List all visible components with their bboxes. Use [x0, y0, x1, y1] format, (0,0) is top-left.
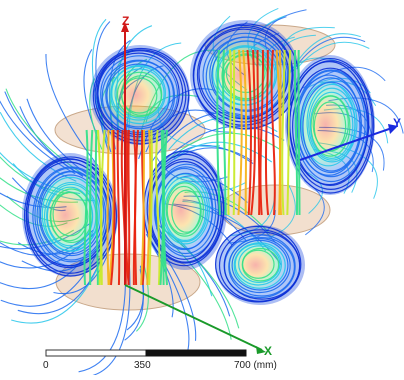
x-axis-label: X — [264, 344, 273, 358]
scale-bar-segment-dark — [145, 349, 247, 357]
core-field-lines — [83, 49, 301, 286]
z-axis-label: Z — [122, 14, 130, 28]
scale-bar-segment-light — [45, 349, 147, 357]
scale-tick-700: 700 (mm) — [234, 360, 277, 371]
y-axis-line — [299, 127, 393, 161]
field-lobes — [22, 20, 375, 305]
coordinate-axes — [121, 22, 398, 354]
scale-bar — [45, 349, 247, 357]
x-axis-line — [124, 284, 263, 351]
z-axis-arrow-icon — [121, 22, 129, 32]
x-axis-arrow-icon — [256, 346, 266, 354]
scale-tick-350: 350 — [134, 360, 151, 371]
y-axis-label: Y — [393, 116, 402, 130]
y-axis-arrow-icon — [388, 124, 398, 134]
scale-tick-0: 0 — [43, 360, 49, 371]
